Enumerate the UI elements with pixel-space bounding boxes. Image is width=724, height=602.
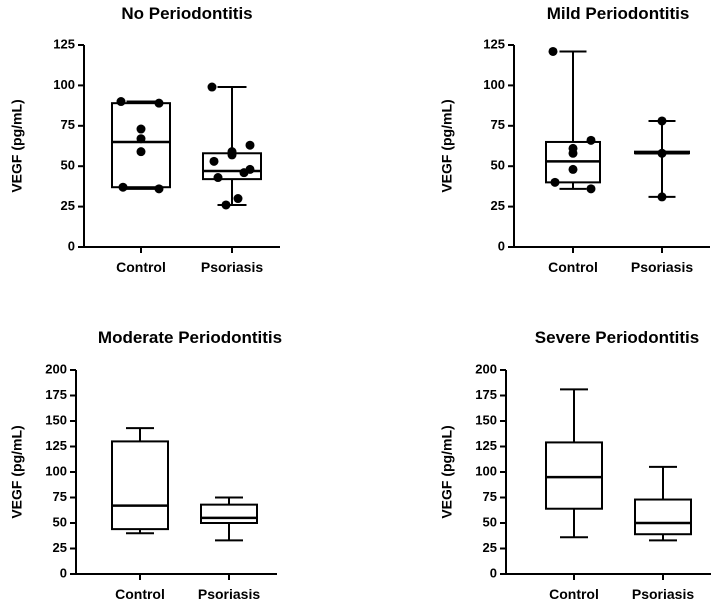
data-point: [136, 124, 146, 134]
y-tick-label: 175: [475, 387, 497, 402]
y-tick-label: 25: [61, 198, 75, 213]
y-axis-label: VEGF (pg/mL): [439, 425, 455, 518]
data-point: [154, 184, 164, 194]
iqr-box: [111, 440, 169, 531]
x-tick-label: Psoriasis: [198, 586, 260, 602]
y-tick-label: 100: [483, 77, 505, 92]
panel-3: Moderate Periodontitis VEGF (pg/mL) 0 25 50 7…: [9, 328, 282, 602]
data-point: [136, 134, 146, 144]
data-point: [550, 177, 560, 187]
y-tick-label: 125: [475, 438, 497, 453]
iqr-box: [634, 498, 692, 536]
data-point: [154, 98, 164, 108]
y-axis-label: VEGF (pg/mL): [9, 99, 25, 192]
box-psoriasis: [200, 496, 258, 542]
y-tick-label: 75: [491, 117, 505, 132]
y-tick-label: 125: [53, 36, 75, 51]
box-control: [545, 46, 601, 194]
y-tick-label: 100: [53, 77, 75, 92]
box-control: [111, 427, 169, 535]
y-tick-label: 50: [61, 158, 75, 173]
y-tick-label: 125: [45, 438, 67, 453]
data-point: [586, 184, 596, 194]
data-point: [548, 46, 558, 56]
y-tick-label: 150: [45, 412, 67, 427]
y-tick-label: 100: [475, 463, 497, 478]
box-psoriasis: [634, 465, 692, 542]
y-tick-label: 150: [475, 412, 497, 427]
iqr-box: [200, 503, 258, 525]
data-point: [239, 168, 249, 178]
chart-title: Severe Periodontitis: [535, 328, 699, 347]
y-tick-label: 0: [498, 238, 505, 253]
data-point: [657, 116, 667, 126]
data-point: [586, 135, 596, 145]
box-control: [111, 97, 171, 194]
x-tick-label: Psoriasis: [632, 586, 694, 602]
data-point: [209, 156, 219, 166]
iqr-box: [111, 102, 171, 189]
y-tick-label: 200: [475, 361, 497, 376]
data-point: [207, 82, 217, 92]
y-tick-label: 25: [491, 198, 505, 213]
data-point: [116, 97, 126, 107]
x-tick-label: Control: [115, 586, 165, 602]
y-tick-label: 75: [53, 489, 67, 504]
y-tick-label: 50: [53, 514, 67, 529]
y-tick-label: 100: [45, 463, 67, 478]
panel-2: Mild Periodontitis VEGF (pg/mL) 0 25 50 75 100…: [439, 4, 710, 275]
data-point: [657, 148, 667, 158]
y-tick-label: 50: [491, 158, 505, 173]
panel-4: Severe Periodontitis VEGF (pg/mL) 0 25 50 75 1…: [439, 328, 711, 602]
chart-title: Moderate Periodontitis: [98, 328, 282, 347]
y-tick-label: 25: [483, 540, 497, 555]
chart-title: No Periodontitis: [121, 4, 252, 23]
y-tick-label: 0: [68, 238, 75, 253]
x-tick-label: Psoriasis: [631, 259, 693, 275]
y-axis-label: VEGF (pg/mL): [439, 99, 455, 192]
data-point: [568, 148, 578, 158]
data-point: [213, 173, 223, 183]
y-tick-label: 25: [53, 540, 67, 555]
data-point: [227, 150, 237, 160]
data-point: [657, 192, 667, 202]
iqr-box: [545, 441, 603, 510]
y-tick-label: 175: [45, 387, 67, 402]
data-point: [568, 164, 578, 174]
data-point: [136, 147, 146, 157]
x-tick-label: Psoriasis: [201, 259, 263, 275]
y-tick-label: 75: [61, 117, 75, 132]
y-tick-label: 50: [483, 514, 497, 529]
box-psoriasis: [202, 82, 262, 210]
data-point: [118, 182, 128, 192]
box-control: [545, 388, 603, 539]
y-tick-label: 75: [483, 489, 497, 504]
x-tick-label: Control: [549, 586, 599, 602]
y-axis-label: VEGF (pg/mL): [9, 425, 25, 518]
y-tick-label: 125: [483, 36, 505, 51]
y-tick-label: 0: [490, 565, 497, 580]
x-tick-label: Control: [548, 259, 598, 275]
box-psoriasis: [634, 116, 690, 202]
data-point: [221, 200, 231, 210]
x-tick-label: Control: [116, 259, 166, 275]
panel-1: No Periodontitis VEGF (pg/mL) 0 25 50 75 100 12…: [9, 4, 280, 275]
y-tick-label: 200: [45, 361, 67, 376]
chart-title: Mild Periodontitis: [547, 4, 690, 23]
y-tick-label: 0: [60, 565, 67, 580]
data-point: [245, 140, 255, 150]
data-point: [233, 194, 243, 204]
